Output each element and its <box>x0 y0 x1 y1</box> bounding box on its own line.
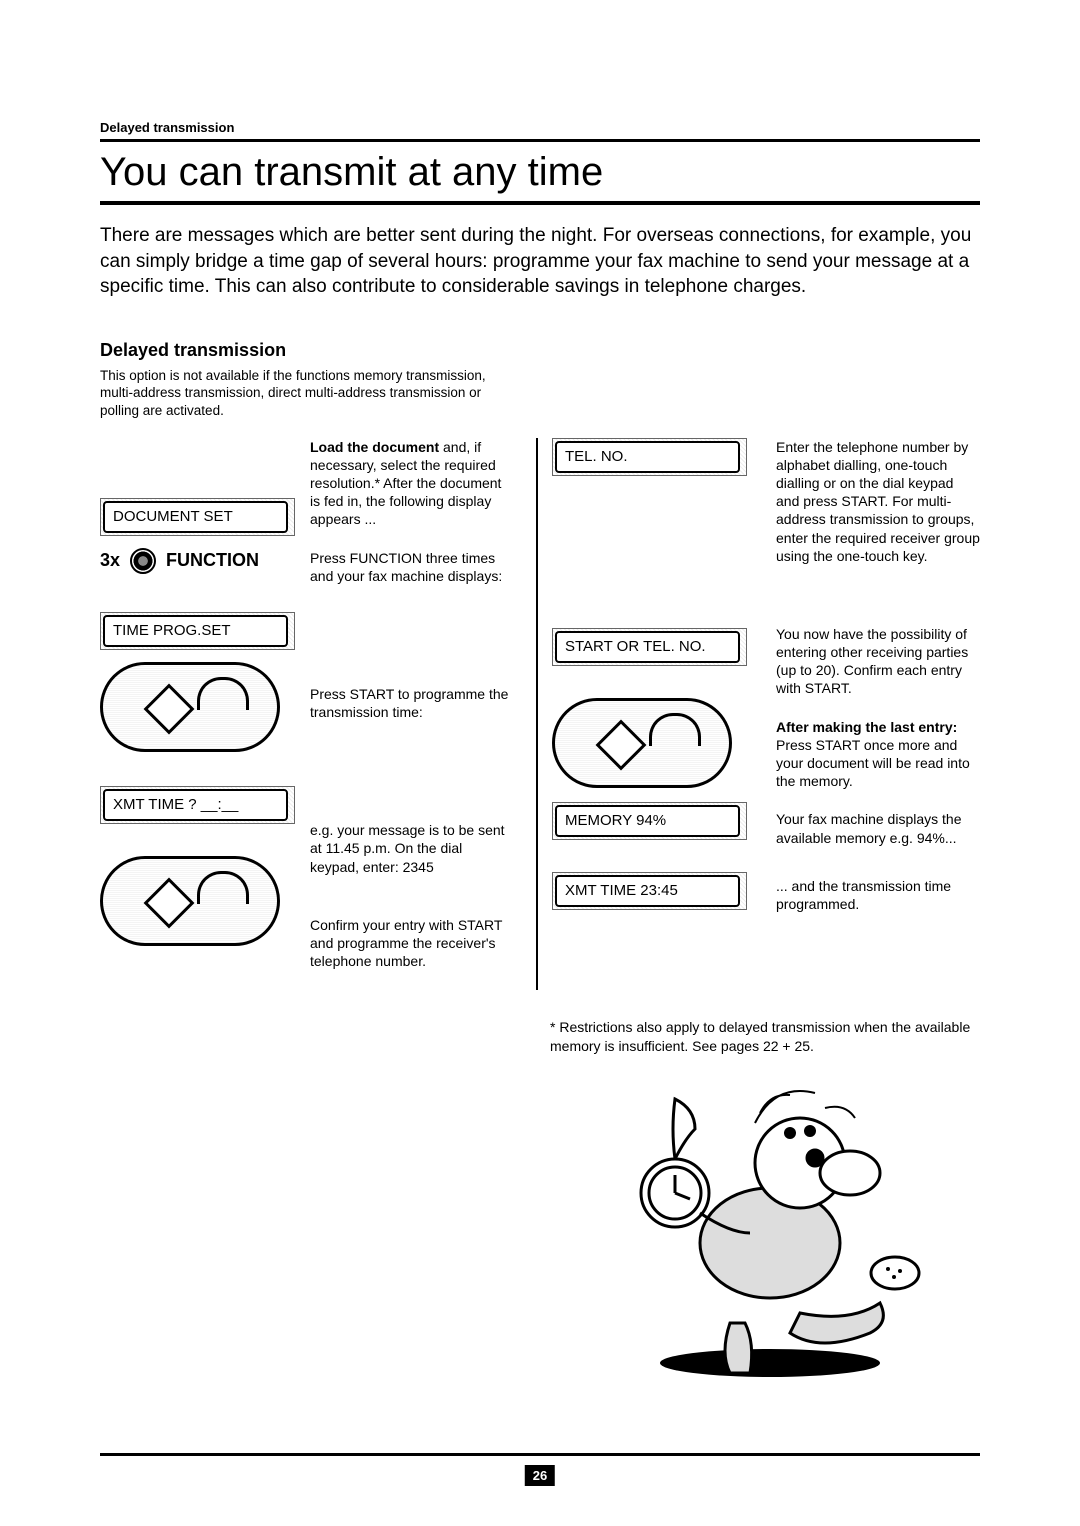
load-doc-title: Load the document <box>310 439 439 455</box>
xmt-body: ... and the transmission time programmed… <box>776 877 980 913</box>
func-label: FUNCTION <box>166 550 259 571</box>
after-body: Press START once more and your document … <box>776 737 970 789</box>
column-divider <box>536 438 538 991</box>
after-title: After making the last entry: <box>776 719 957 735</box>
function-row: 3x FUNCTION <box>100 548 310 574</box>
lcd-tel-no: TEL. NO. <box>552 438 747 476</box>
load-doc-block: Load the document and, if necessary, sel… <box>310 438 514 529</box>
footer-rule <box>100 1453 980 1456</box>
func-prefix: 3x <box>100 550 120 571</box>
lcd-start-or-tel: START OR TEL. NO. <box>552 628 747 666</box>
start-body-1: Press START to programme the transmissio… <box>310 685 514 721</box>
start-button-icon <box>100 856 280 946</box>
running-header: Delayed transmission <box>100 120 980 135</box>
lcd-xmt-time-q: XMT TIME ? __:__ <box>100 786 295 824</box>
rule-top <box>100 139 980 142</box>
lcd-document-set: DOCUMENT SET <box>100 498 295 536</box>
start-button-icon <box>552 698 732 788</box>
enter-tel-body: Enter the telephone number by alphabet d… <box>776 438 980 565</box>
lcd-text: DOCUMENT SET <box>103 501 288 533</box>
confirm-body: Confirm your entry with START and progra… <box>310 916 514 971</box>
section-note: This option is not available if the func… <box>100 367 520 420</box>
lcd-text: START OR TEL. NO. <box>555 631 740 663</box>
page-title: You can transmit at any time <box>100 150 980 195</box>
section-title: Delayed transmission <box>100 340 980 361</box>
columns: DOCUMENT SET 3x FUNCTION TIME PROG.SET X… <box>100 438 980 991</box>
lcd-xmt-time: XMT TIME 23:45 <box>552 872 747 910</box>
col-mid: Load the document and, if necessary, sel… <box>310 438 530 991</box>
possibility-body: You now have the possibility of entering… <box>776 625 980 698</box>
memory-body: Your fax machine displays the available … <box>776 810 980 846</box>
function-button-icon <box>130 548 156 574</box>
lcd-text: XMT TIME 23:45 <box>555 875 740 907</box>
example-body: e.g. your message is to be sent at 11.45… <box>310 821 514 876</box>
footnote: * Restrictions also apply to delayed tra… <box>550 1018 980 1054</box>
lcd-text: TIME PROG.SET <box>103 615 288 647</box>
col-right-lcds: TEL. NO. START OR TEL. NO. MEMORY 94% XM… <box>552 438 762 991</box>
func-body: Press FUNCTION three times and your fax … <box>310 549 514 585</box>
page-number: 26 <box>525 1465 555 1486</box>
lcd-text: MEMORY 94% <box>555 805 740 837</box>
rule-title <box>100 201 980 205</box>
lcd-memory: MEMORY 94% <box>552 802 747 840</box>
col-right: TEL. NO. START OR TEL. NO. MEMORY 94% XM… <box>552 438 980 991</box>
start-button-icon <box>100 662 280 752</box>
after-entry-block: After making the last entry: Press START… <box>776 718 980 791</box>
lcd-text: XMT TIME ? __:__ <box>103 789 288 821</box>
col-right-text: Enter the telephone number by alphabet d… <box>776 438 980 991</box>
cartoon-illustration <box>600 1063 930 1383</box>
lcd-time-prog: TIME PROG.SET <box>100 612 295 650</box>
intro-paragraph: There are messages which are better sent… <box>100 223 980 300</box>
lcd-text: TEL. NO. <box>555 441 740 473</box>
col-left: DOCUMENT SET 3x FUNCTION TIME PROG.SET X… <box>100 438 310 991</box>
